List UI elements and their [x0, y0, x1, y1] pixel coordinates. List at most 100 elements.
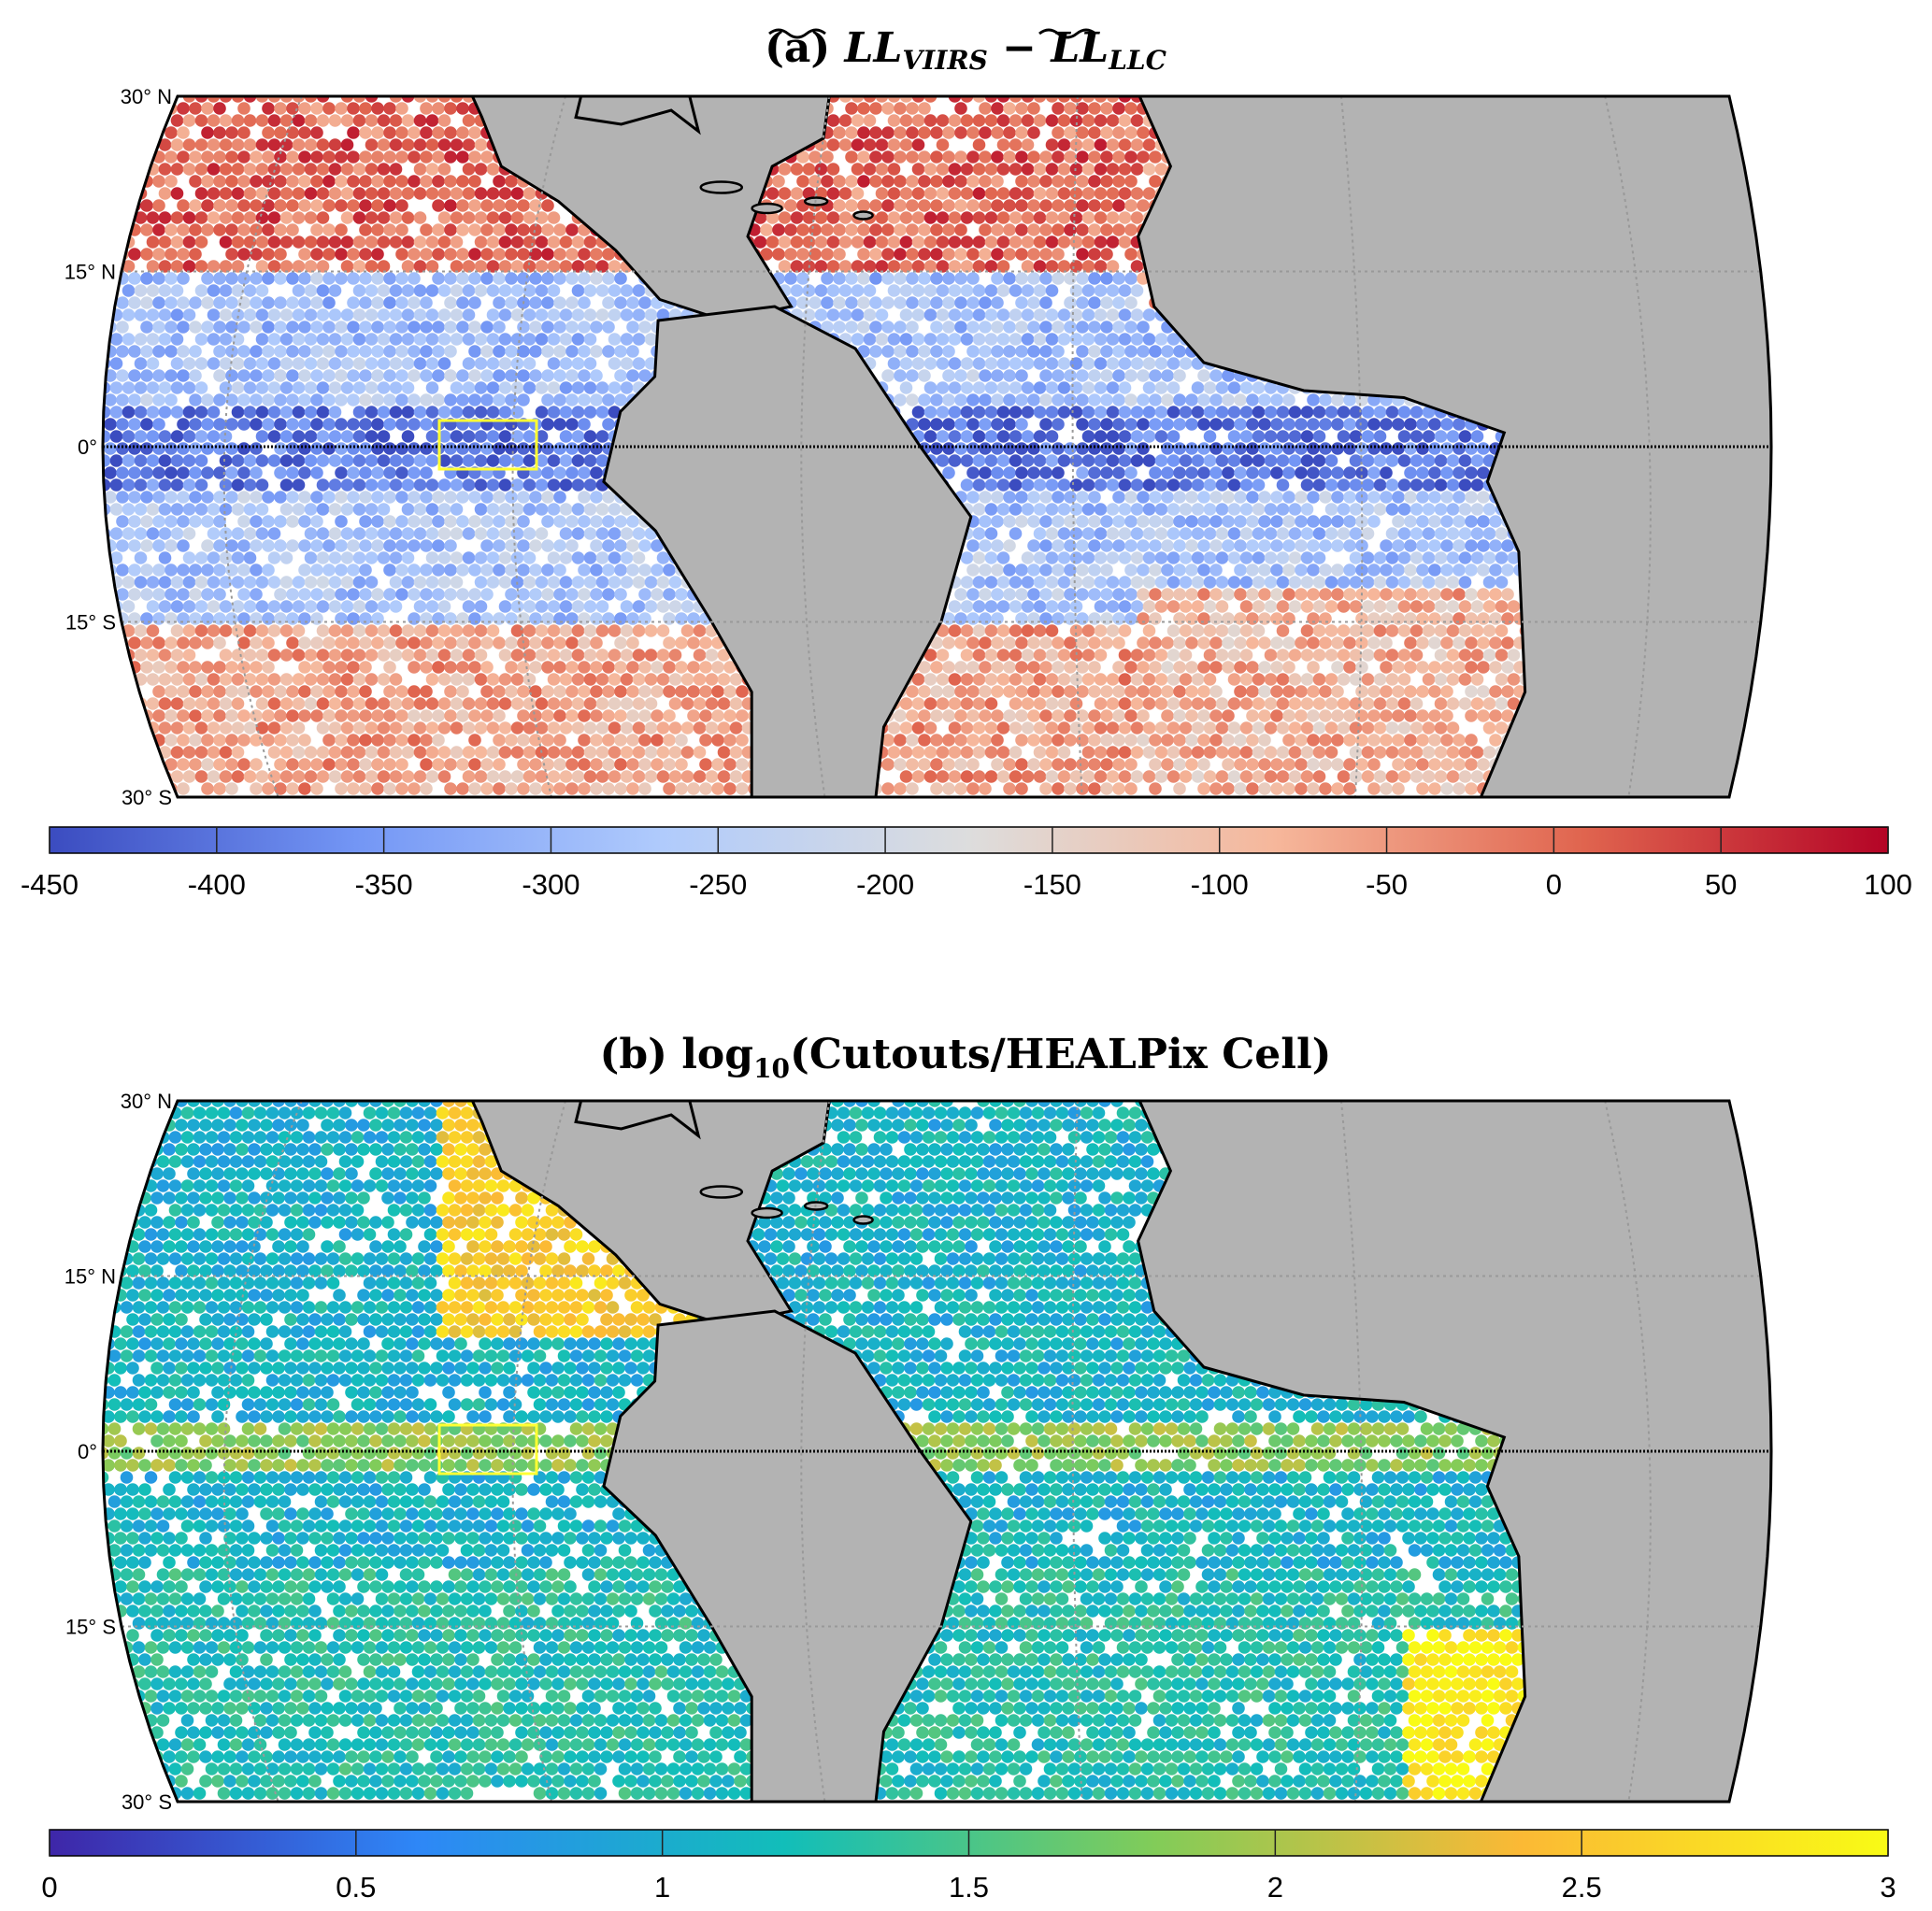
- healpix-cell: [1385, 503, 1399, 516]
- healpix-cell: [189, 150, 202, 164]
- healpix-cell: [237, 126, 250, 139]
- healpix-cell: [152, 491, 165, 504]
- healpix-cell: [1100, 272, 1113, 285]
- healpix-cell: [578, 491, 591, 504]
- healpix-cell: [250, 296, 263, 309]
- healpix-cell: [1300, 430, 1314, 443]
- healpix-cell: [134, 211, 148, 224]
- healpix-cell: [1264, 503, 1278, 516]
- healpix-cell: [213, 223, 226, 236]
- healpix-cell: [316, 211, 330, 224]
- healpix-cell: [595, 284, 609, 297]
- healpix-cell: [279, 138, 293, 151]
- healpix-cell: [165, 296, 178, 309]
- healpix-cell: [1021, 430, 1035, 443]
- healpix-cell: [413, 308, 427, 321]
- healpix-cell: [966, 369, 980, 382]
- healpix-cell: [790, 235, 804, 249]
- healpix-cell: [359, 199, 372, 212]
- healpix-cell: [340, 260, 354, 273]
- healpix-cell: [632, 357, 646, 370]
- healpix-cell: [1234, 515, 1247, 528]
- healpix-cell: [1039, 321, 1052, 334]
- healpix-cell: [1118, 333, 1132, 346]
- healpix-cell: [395, 466, 408, 479]
- healpix-cell: [1853, 442, 1867, 455]
- healpix-cell: [462, 381, 476, 394]
- healpix-cell: [170, 308, 184, 321]
- healpix-cell: [1324, 478, 1338, 492]
- healpix-cell: [851, 96, 865, 103]
- healpix-cell: [984, 235, 998, 249]
- healpix-cell: [881, 199, 894, 212]
- healpix-cell: [1781, 223, 1794, 236]
- healpix-cell: [869, 126, 882, 139]
- healpix-cell: [505, 199, 518, 212]
- healpix-cell: [298, 515, 311, 528]
- healpix-cell: [432, 515, 445, 528]
- healpix-cell: [1088, 199, 1101, 212]
- healpix-cell: [1440, 442, 1453, 455]
- healpix-cell: [1824, 478, 1837, 492]
- healpix-cell: [923, 235, 937, 249]
- healpix-cell: [62, 163, 75, 176]
- healpix-cell: [1106, 260, 1120, 273]
- healpix-cell: [310, 102, 323, 115]
- healpix-cell: [1866, 223, 1879, 236]
- healpix-cell: [328, 381, 342, 394]
- healpix-cell: [510, 260, 524, 273]
- healpix-cell: [359, 150, 372, 164]
- healpix-cell: [1166, 478, 1181, 492]
- healpix-cell: [86, 138, 99, 151]
- healpix-cell: [146, 333, 160, 346]
- healpix-cell: [425, 357, 439, 370]
- healpix-cell: [826, 260, 840, 273]
- healpix-cell: [292, 211, 306, 224]
- healpix-cell: [468, 248, 481, 261]
- healpix-cell: [972, 333, 986, 346]
- healpix-cell: [1112, 491, 1125, 504]
- healpix-cell: [1166, 454, 1181, 467]
- healpix-cell: [1793, 369, 1806, 382]
- healpix-cell: [1276, 478, 1290, 492]
- healpix-cell: [103, 308, 111, 321]
- healpix-cell: [420, 150, 433, 164]
- healpix-cell: [335, 175, 348, 188]
- healpix-cell: [450, 260, 464, 273]
- healpix-cell: [979, 442, 992, 455]
- healpix-cell: [74, 138, 87, 151]
- healpix-cell: [535, 381, 549, 394]
- healpix-cell: [571, 503, 585, 516]
- healpix-cell: [930, 321, 943, 334]
- healpix-cell: [1033, 381, 1047, 394]
- healpix-cell: [420, 393, 433, 406]
- healpix-cell: [826, 114, 840, 127]
- healpix-cell: [1215, 406, 1229, 419]
- healpix-cell: [498, 406, 512, 419]
- healpix-cell: [1799, 235, 1812, 249]
- healpix-cell: [152, 272, 165, 285]
- healpix-cell: [486, 333, 500, 346]
- healpix-cell: [802, 211, 816, 224]
- healpix-cell: [498, 308, 512, 321]
- healpix-cell: [1829, 345, 1842, 358]
- healpix-cell: [796, 150, 809, 164]
- healpix-cell: [845, 272, 858, 285]
- healpix-cell: [1033, 260, 1047, 273]
- healpix-cell: [213, 272, 226, 285]
- healpix-cell: [1319, 515, 1332, 528]
- healpix-cell: [954, 150, 967, 164]
- healpix-cell: [79, 393, 93, 406]
- healpix-cell: [340, 430, 354, 443]
- healpix-cell: [377, 284, 391, 297]
- healpix-cell: [140, 515, 153, 528]
- healpix-cell: [857, 102, 870, 115]
- healpix-cell: [182, 454, 196, 467]
- healpix-cell: [869, 102, 882, 115]
- healpix-cell: [116, 150, 129, 164]
- healpix-cell: [1793, 199, 1806, 212]
- healpix-cell: [225, 199, 238, 212]
- healpix-cell: [923, 211, 937, 224]
- healpix-cell: [1100, 418, 1113, 431]
- healpix-cell: [936, 381, 950, 394]
